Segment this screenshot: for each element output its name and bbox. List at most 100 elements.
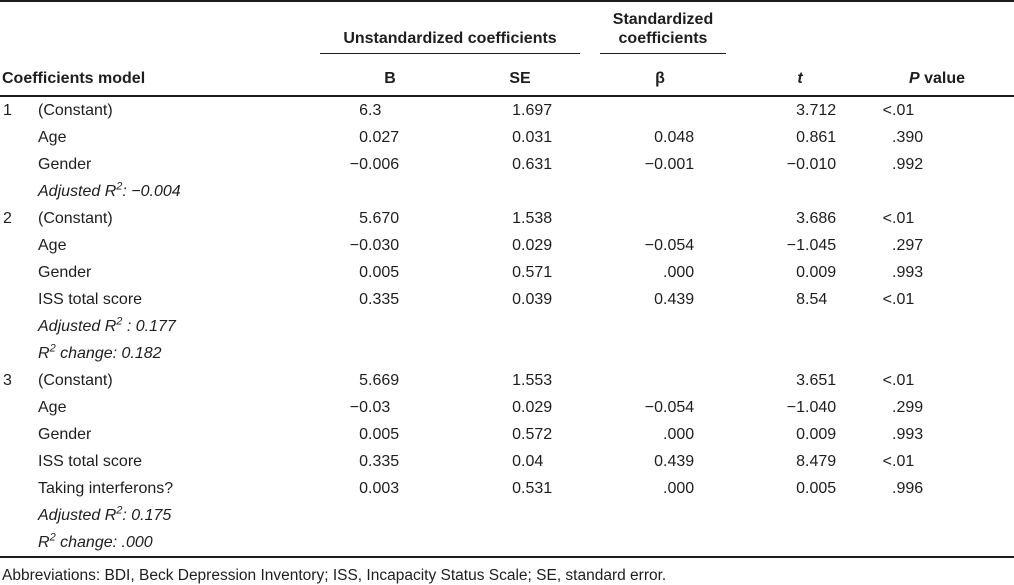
beta-value [580, 205, 740, 232]
t-value: −1.040 [740, 394, 860, 421]
t-value-text: 0.861 [796, 128, 837, 146]
beta-value-text: .000 [663, 425, 695, 443]
model-number [0, 421, 36, 448]
p-italic: P [908, 70, 920, 87]
superscript-2: 2 [116, 504, 123, 517]
t-value: 8.479 [740, 448, 860, 475]
b-value: 5.670 [320, 205, 460, 232]
p-value: .390 [860, 124, 1014, 151]
b-value-text: −0.030 [349, 236, 400, 254]
variable-label: (Constant) [38, 209, 113, 227]
b-value-text: 0.005 [359, 263, 400, 281]
spanner-row: Unstandardized coefficients Standardized… [0, 1, 1014, 54]
p-value-text: < .01 [882, 290, 915, 308]
p-value: < .01 [860, 205, 1014, 232]
model-number-blank [0, 178, 36, 205]
beta-value: −0.001 [580, 151, 740, 178]
b-value: −0.030 [320, 232, 460, 259]
se-value: 1.697 [460, 96, 580, 124]
t-value-text: 8.479 [796, 452, 837, 470]
model-note-row: R2 change: .000 [0, 529, 1014, 557]
variable-label: ISS total score [38, 452, 143, 470]
model-note-row: Adjusted R2: 0.175 [0, 502, 1014, 529]
model-note: Adjusted R2: 0.175 [38, 504, 172, 524]
table-row: Gender 0.005 0.572 .000 0.009 .993 [0, 421, 1014, 448]
beta-value: .000 [580, 259, 740, 286]
table-row: 1 (Constant) 6.3 1.697 3.712 < .01 [0, 96, 1014, 124]
model-note-row: Adjusted R2 : 0.177 [0, 313, 1014, 340]
coefficients-table: Unstandardized coefficients Standardized… [0, 0, 1014, 558]
beta-value: 0.439 [580, 286, 740, 313]
b-value: 0.005 [320, 259, 460, 286]
variable-label: Gender [38, 425, 92, 443]
p-value: .992 [860, 151, 1014, 178]
t-value-text: 3.651 [796, 371, 837, 389]
beta-value: .000 [580, 421, 740, 448]
se-value: 0.631 [460, 151, 580, 178]
p-value: .297 [860, 232, 1014, 259]
se-value: 0.571 [460, 259, 580, 286]
column-header-row: Coefficients model B SE β t P value [0, 54, 1014, 97]
standardized-spanner-label: Standardized coefficients [600, 10, 726, 54]
t-value: 0.861 [740, 124, 860, 151]
se-value-text: 0.031 [512, 128, 553, 146]
t-value: 3.651 [740, 367, 860, 394]
p-value-text: .993 [892, 425, 924, 443]
beta-value-text: −0.054 [644, 236, 695, 254]
se-value-text: 0.571 [512, 263, 553, 281]
p-value: .299 [860, 394, 1014, 421]
p-value: < .01 [860, 367, 1014, 394]
table-row: Gender 0.005 0.571 .000 0.009 .993 [0, 259, 1014, 286]
b-value: 6.3 [320, 96, 460, 124]
t-value-text: −1.040 [786, 398, 837, 416]
model-note-row: Adjusted R2: −0.004 [0, 178, 1014, 205]
model-number [0, 286, 36, 313]
se-value-text: 0.029 [512, 398, 553, 416]
model-number: 3 [3, 371, 12, 389]
model-number-blank [0, 340, 36, 367]
t-value: 8.54 [740, 286, 860, 313]
beta-column-header: β [580, 54, 740, 97]
t-value: −0.010 [740, 151, 860, 178]
p-value-text: .299 [892, 398, 924, 416]
p-value-text: < .01 [882, 371, 915, 389]
p-rest: value [919, 70, 966, 87]
t-value-text: 0.009 [796, 263, 837, 281]
b-value: 5.669 [320, 367, 460, 394]
model-number [0, 124, 36, 151]
t-value-text: 3.712 [796, 101, 837, 119]
beta-value-text: −0.001 [644, 155, 695, 173]
table-row: Age 0.027 0.031 0.048 0.861 .390 [0, 124, 1014, 151]
se-value-text: 0.572 [512, 425, 553, 443]
b-value: −0.03 [320, 394, 460, 421]
se-value: 0.039 [460, 286, 580, 313]
superscript-2: 2 [49, 531, 56, 544]
table-body: 1 (Constant) 6.3 1.697 3.712 < .01 Age 0.027 0.03… [0, 96, 1014, 557]
model-note: R2 change: .000 [38, 531, 153, 551]
p-value-text: < .01 [882, 101, 915, 119]
t-value-text: 8.54 [796, 290, 828, 308]
se-value-text: 0.04 [512, 452, 544, 470]
t-value: 0.009 [740, 421, 860, 448]
p-value: .993 [860, 421, 1014, 448]
model-number [0, 151, 36, 178]
b-value: 0.027 [320, 124, 460, 151]
table-header: Unstandardized coefficients Standardized… [0, 1, 1014, 97]
beta-value: −0.054 [580, 394, 740, 421]
se-value: 0.029 [460, 232, 580, 259]
model-note: Adjusted R2: −0.004 [38, 180, 181, 200]
t-value: 3.686 [740, 205, 860, 232]
beta-value-text: .000 [663, 479, 695, 497]
t-value-text: 3.686 [796, 209, 837, 227]
t-value: 0.005 [740, 475, 860, 502]
p-value-text: .992 [892, 155, 924, 173]
t-value: −1.045 [740, 232, 860, 259]
b-value: −0.006 [320, 151, 460, 178]
beta-value-text: 0.439 [654, 290, 695, 308]
se-value: 0.031 [460, 124, 580, 151]
model-number [0, 232, 36, 259]
b-value-text: 0.003 [359, 479, 400, 497]
se-value: 0.531 [460, 475, 580, 502]
t-value: 3.712 [740, 96, 860, 124]
se-value-text: 1.697 [512, 101, 553, 119]
